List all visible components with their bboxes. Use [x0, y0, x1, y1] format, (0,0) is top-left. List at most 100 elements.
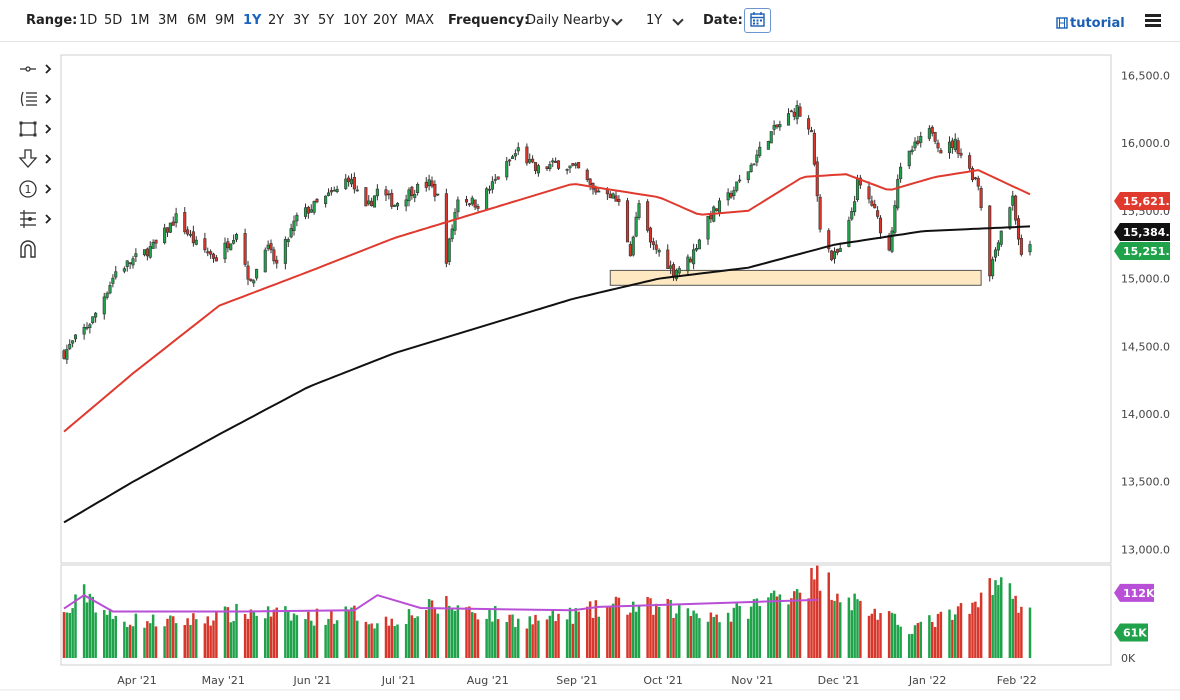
range-3m[interactable]: 3M: [158, 13, 178, 28]
candle: [1011, 190, 1015, 211]
candle-body: [186, 229, 190, 235]
candle: [223, 237, 227, 263]
range-9m[interactable]: 9M: [215, 13, 235, 28]
candle-body: [453, 212, 457, 231]
range-1m[interactable]: 1M: [130, 13, 150, 28]
value-tag-shape: [1114, 223, 1170, 241]
candle: [255, 268, 259, 281]
candle: [309, 204, 313, 213]
volume-bar: [235, 603, 238, 658]
volume-bar: [255, 615, 258, 658]
volume-bar: [1014, 595, 1017, 658]
range-1y[interactable]: 1Y: [243, 13, 262, 28]
candle: [188, 229, 193, 238]
volume-bar: [312, 625, 316, 658]
range-6m[interactable]: 6M: [187, 13, 207, 28]
measure-tool[interactable]: [18, 208, 58, 230]
candle: [94, 311, 98, 323]
volume-bar: [810, 567, 813, 658]
value-tag: 61K: [1114, 623, 1148, 642]
candle-body: [203, 238, 207, 251]
volume-bar: [770, 593, 773, 658]
range-5y[interactable]: 5Y: [318, 13, 335, 28]
volume-average-line: [63, 594, 818, 613]
candle-body: [809, 130, 814, 133]
volume-bar: [726, 612, 730, 658]
candle-body: [88, 324, 92, 329]
candle-body: [485, 188, 489, 210]
range-10y[interactable]: 10Y: [343, 13, 368, 28]
candle-body: [450, 228, 454, 240]
candle: [263, 247, 267, 273]
volume-bar: [669, 599, 672, 658]
range-20y[interactable]: 20Y: [373, 13, 398, 28]
candle-body: [729, 193, 733, 198]
candle-body: [275, 259, 279, 264]
volume-bar: [798, 592, 802, 658]
candle-body: [867, 186, 871, 200]
candle-body: [775, 124, 779, 128]
candle-body: [933, 132, 937, 142]
candle-body: [798, 106, 802, 117]
volume-bar: [551, 609, 554, 658]
candle-body: [387, 193, 391, 196]
candle-body: [594, 187, 598, 193]
candle-body: [347, 177, 351, 183]
date-picker-button[interactable]: [744, 8, 771, 33]
volume-bar: [433, 608, 437, 658]
candle-body: [533, 162, 538, 172]
candle-body: [910, 149, 914, 153]
range-max[interactable]: MAX: [405, 13, 435, 28]
volume-bar: [249, 609, 253, 658]
candle-body: [674, 270, 678, 280]
volume-bar: [163, 626, 166, 658]
volume-bar: [738, 605, 741, 658]
volume-bar: [548, 615, 552, 658]
candle-body: [223, 242, 227, 260]
candle-body: [395, 203, 400, 207]
number-marker-tool[interactable]: 1: [18, 178, 58, 200]
volume-bar: [729, 621, 733, 658]
volume-bar: [534, 614, 537, 658]
range-5d[interactable]: 5D: [104, 13, 123, 28]
volume-bar: [344, 606, 347, 658]
range-3y[interactable]: 3Y: [293, 13, 310, 28]
candle: [1014, 194, 1018, 225]
candle: [533, 162, 538, 175]
candle: [551, 157, 555, 168]
value-tag: 112K: [1114, 583, 1155, 602]
candle: [424, 176, 428, 192]
range-2y[interactable]: 2Y: [268, 13, 285, 28]
price-tick-label: 15,000.0: [1121, 273, 1170, 286]
volume-bar: [172, 616, 175, 658]
candle: [326, 188, 331, 197]
candle: [88, 322, 92, 334]
volume-bar: [977, 607, 980, 658]
candle-body: [855, 178, 860, 200]
period-select[interactable]: 1Y: [646, 13, 663, 28]
magnet-tool[interactable]: [18, 238, 58, 260]
candle-body: [513, 153, 517, 157]
hamburger-menu-icon[interactable]: [1145, 14, 1161, 28]
candle-body: [545, 166, 549, 170]
frequency-select[interactable]: Daily Nearby: [526, 13, 611, 28]
tutorial-link[interactable]: tutorial: [1070, 16, 1125, 31]
arrow-down-tool[interactable]: [18, 148, 58, 170]
volume-bar: [436, 613, 439, 658]
volume-bar: [787, 604, 790, 658]
candle-body: [510, 156, 515, 159]
volume-bar: [617, 597, 621, 658]
candle: [390, 189, 394, 210]
price-tick-label: 13,000.0: [1121, 543, 1170, 556]
candle-body: [697, 239, 701, 250]
fibonacci-tool[interactable]: [18, 88, 58, 110]
rectangle-tool[interactable]: [18, 118, 58, 140]
crosshair-tool[interactable]: [18, 58, 58, 80]
volume-bar: [448, 605, 451, 658]
range-1d[interactable]: 1D: [79, 13, 98, 28]
candle-body: [134, 253, 138, 257]
volume-bar: [82, 584, 86, 658]
value-tag-shape: [1114, 623, 1148, 642]
candle: [450, 224, 454, 242]
